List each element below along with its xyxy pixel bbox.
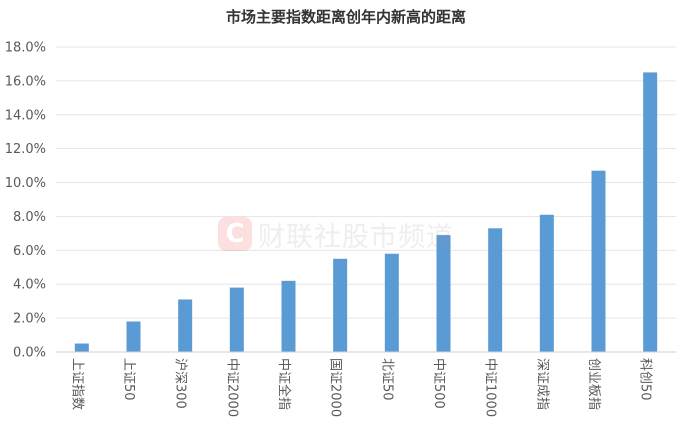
x-tick-label-text: 北证50 [379,358,394,401]
bar [436,235,451,352]
x-tick-label: 北证50 [379,358,394,401]
x-tick-label: 创业板指 [586,358,601,410]
x-tick-label: 科创50 [638,358,653,401]
x-tick-label-text: 中证全指 [276,358,292,410]
bar [229,287,244,352]
y-tick-label: 18.0% [5,41,46,56]
bar [126,321,141,352]
x-tick-label-text: 科创50 [638,358,653,401]
bar [488,228,503,352]
x-tick-label-text: 深证成指 [534,358,549,410]
bar [591,170,606,352]
y-tick-label: 0.0% [13,346,46,361]
x-tick-label: 上证指数 [69,358,84,410]
x-tick-label-text: 上证50 [121,358,136,401]
y-tick-label: 8.0% [13,210,46,225]
x-tick-label: 深证成指 [534,358,549,410]
x-tick-label: 中证1000 [483,358,498,417]
y-tick-label: 10.0% [5,176,46,191]
x-tick-label: 沪深300 [173,358,189,409]
bar [333,258,348,352]
x-tick-label-text: 国证2000 [328,358,343,417]
x-tick-label: 上证50 [121,358,136,401]
bar [178,299,193,352]
bar [281,280,296,352]
watermark-logo-icon: C [218,217,252,251]
bars [74,72,658,353]
x-axis-tick-labels: 上证指数 上证50 沪深300 中证2000 中证全指 国证2000 北证50 中证500 中证… [69,358,652,417]
bar [539,214,554,352]
bar [643,72,658,353]
bar [74,343,89,352]
x-tick-label-text: 中证500 [431,358,446,409]
y-tick-label: 14.0% [5,108,46,123]
watermark: C 财联社股市频道 [218,214,454,254]
x-tick-label-text: 中证2000 [224,358,239,417]
y-tick-label: 2.0% [13,312,46,327]
x-tick-label: 国证2000 [328,358,343,417]
y-tick-label: 6.0% [13,244,46,259]
x-tick-label: 中证2000 [224,358,239,417]
x-tick-label-text: 上证指数 [69,358,84,410]
y-tick-label: 12.0% [5,142,46,157]
watermark-text: 财联社股市频道 [258,221,454,253]
x-tick-label-text: 中证1000 [483,358,498,417]
chart-title: 市场主要指数距离创年内新高的距离 [225,8,466,26]
x-tick-label: 中证500 [431,358,446,409]
y-axis-tick-labels: 0.0% 2.0% 4.0% 6.0% 8.0% 10.0% 12.0% 14.0% 16.0%… [5,41,46,361]
x-tick-label-text: 创业板指 [586,358,601,410]
x-tick-label: 中证全指 [276,358,292,410]
x-tick-label-text: 沪深300 [173,358,189,409]
y-tick-label: 16.0% [5,74,46,89]
bar [384,253,399,352]
gridlines [56,46,676,319]
y-tick-label: 4.0% [13,278,46,293]
